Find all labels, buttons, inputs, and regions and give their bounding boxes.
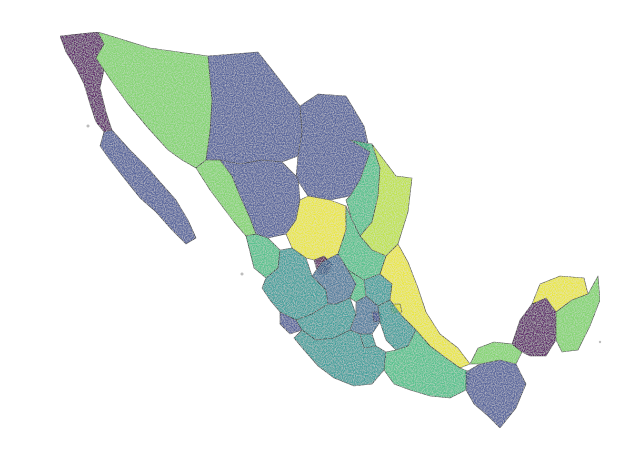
- region-colima: [279, 311, 303, 335]
- region-baja-california-sur: [99, 129, 197, 245]
- state-regions: [59, 31, 601, 429]
- region-campeche: [511, 297, 557, 357]
- region-chihuahua: [205, 51, 303, 165]
- island-marker: [240, 272, 244, 276]
- island-marker: [86, 124, 90, 128]
- region-chiapas: [465, 359, 527, 429]
- region-quintana-roo: [555, 275, 601, 353]
- island-marker: [598, 340, 602, 344]
- islands: [86, 124, 602, 344]
